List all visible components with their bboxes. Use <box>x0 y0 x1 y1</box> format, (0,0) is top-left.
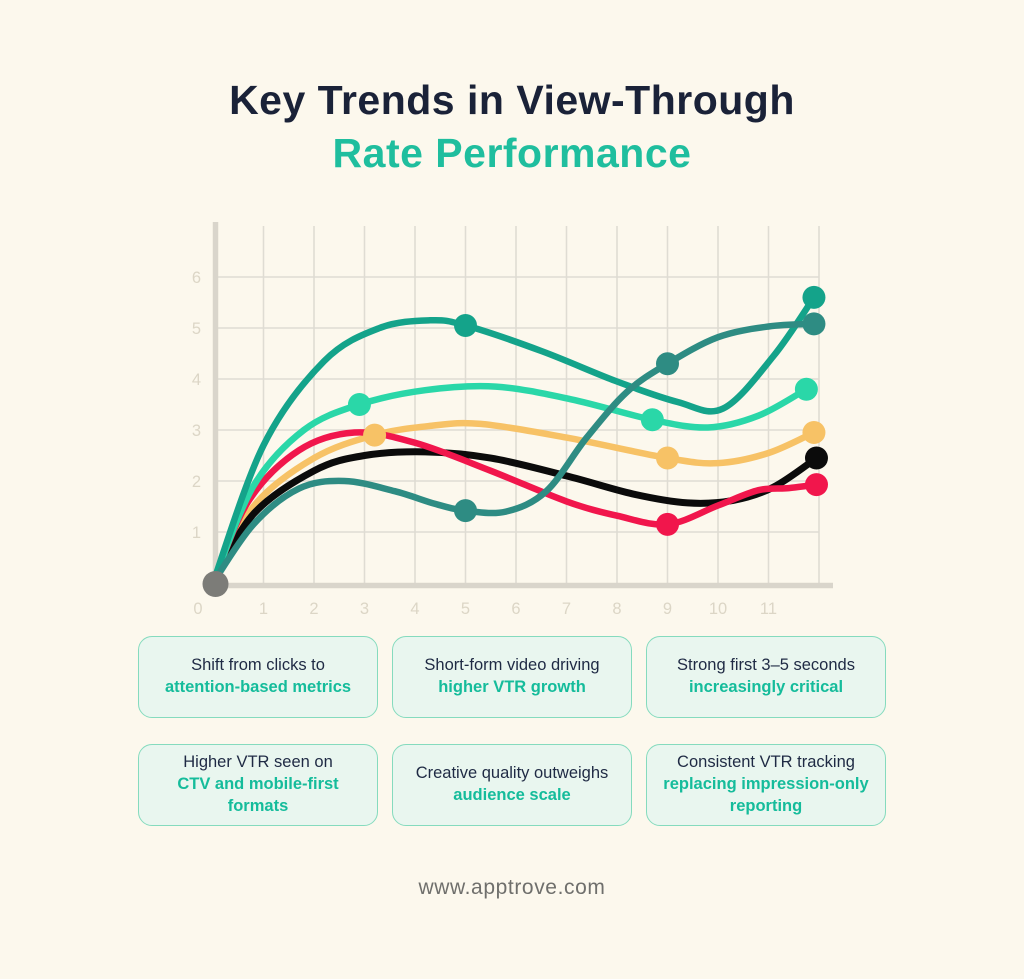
data-point-amber <box>656 446 679 470</box>
trend-card-text: Consistent VTR tracking <box>677 753 855 772</box>
x-axis-tick-label: 10 <box>709 600 727 618</box>
data-point-teal <box>454 499 477 523</box>
y-axis-tick-label: 2 <box>192 473 201 491</box>
trend-card: Creative quality outweighs audience scale <box>392 744 632 826</box>
data-point-crimson <box>656 512 679 536</box>
x-axis-tick-label: 1 <box>259 600 268 618</box>
trend-card-text: Shift from clicks to <box>191 656 325 675</box>
data-point-black <box>804 446 828 470</box>
series-line-green <box>209 294 818 587</box>
trend-card-text: Higher VTR seen on <box>183 753 333 772</box>
data-point-crimson <box>804 473 828 497</box>
y-axis-tick-label: 4 <box>192 371 201 389</box>
series-line-mint <box>209 382 810 587</box>
data-point-mint <box>794 377 818 401</box>
trend-card: Short-form video driving higher VTR growt… <box>392 636 632 718</box>
trend-card-highlight: CTV and mobile-first formats <box>177 775 339 815</box>
data-point-green <box>802 285 826 309</box>
x-axis-tick-label: 11 <box>760 600 777 618</box>
page-title-line2: Rate Performance <box>332 130 692 177</box>
trend-card: Strong first 3–5 seconds increasingly cri… <box>646 636 886 718</box>
data-point-mint <box>640 408 664 432</box>
data-point-amber <box>363 423 387 447</box>
trend-card-highlight: increasingly critical <box>688 678 844 696</box>
x-axis-tick-label: 9 <box>663 600 672 618</box>
y-axis-tick-label: 1 <box>192 524 201 542</box>
page-title-line1: Key Trends in View-Through <box>229 77 795 123</box>
data-point-mint <box>347 393 371 416</box>
y-axis-tick-label: 6 <box>192 269 201 287</box>
origin-data-point <box>202 571 229 597</box>
data-point-green <box>454 313 477 337</box>
x-axis-tick-label: 2 <box>309 600 318 618</box>
series-line-crimson <box>209 429 820 587</box>
trend-card: Higher VTR seen on CTV and mobile-first f… <box>138 744 378 826</box>
trend-card-highlight: attention-based metrics <box>164 678 352 696</box>
x-axis-tick-label: 6 <box>511 600 520 618</box>
trend-card-text: Creative quality outweighs <box>415 764 609 783</box>
trend-card-highlight: higher VTR growth <box>438 678 586 696</box>
trend-card-highlight: audience scale <box>453 786 571 804</box>
data-point-amber <box>802 421 826 445</box>
x-axis-tick-label: 4 <box>410 600 419 618</box>
website-url: www.apptrove.com <box>418 876 606 899</box>
x-axis-tick-label: 7 <box>562 600 571 618</box>
series-line-teal <box>209 320 818 587</box>
x-axis-tick-label: 0 <box>193 600 202 618</box>
trend-card: Consistent VTR tracking replacing impress… <box>646 744 886 826</box>
x-axis-tick-label: 8 <box>612 600 621 618</box>
trend-card-text: Short-form video driving <box>424 656 600 675</box>
x-axis-tick-label: 3 <box>360 600 369 618</box>
series-line-amber <box>209 419 818 587</box>
trend-card: Shift from clicks to attention-based metr… <box>138 636 378 718</box>
data-point-teal <box>656 352 679 376</box>
x-axis-tick-label: 5 <box>461 600 470 618</box>
y-axis-tick-label: 3 <box>192 422 201 440</box>
trend-card-text: Strong first 3–5 seconds <box>677 656 855 675</box>
trend-cards-grid: Shift from clicks to attention-based metr… <box>138 636 887 826</box>
series-line-black <box>209 448 820 587</box>
data-point-teal <box>802 312 826 336</box>
y-axis-tick-label: 5 <box>192 320 201 338</box>
page-title: Key Trends in View-Through Rate Performa… <box>0 74 1024 181</box>
trend-card-highlight: replacing impression-only reporting <box>663 775 869 815</box>
